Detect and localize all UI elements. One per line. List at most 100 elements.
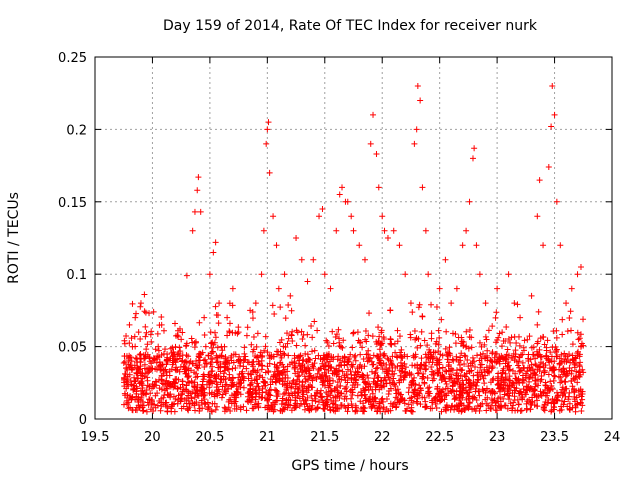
data-point [405, 401, 412, 408]
data-point [148, 338, 155, 345]
data-point [464, 357, 471, 364]
data-point [410, 354, 417, 361]
data-point [334, 405, 341, 412]
data-point [480, 350, 487, 357]
data-point [491, 397, 498, 404]
data-point [202, 356, 209, 363]
data-point [288, 332, 295, 339]
data-point [397, 372, 404, 379]
data-point [372, 395, 379, 402]
data-point [146, 310, 153, 317]
data-point [417, 362, 424, 369]
data-point [507, 339, 514, 346]
data-point [285, 352, 292, 359]
data-point [574, 379, 581, 386]
data-point [310, 256, 317, 263]
data-point [318, 371, 325, 378]
data-point [408, 371, 415, 378]
data-point [182, 358, 189, 365]
data-point [143, 346, 150, 353]
x-tick-label: 23 [489, 430, 506, 445]
data-point [370, 352, 377, 359]
data-point [214, 344, 221, 351]
data-point [199, 385, 206, 392]
data-point [548, 358, 555, 365]
data-point [170, 384, 177, 391]
data-point [304, 331, 311, 338]
data-point [571, 389, 578, 396]
data-point [414, 82, 421, 89]
data-point [339, 368, 346, 375]
data-point [369, 361, 376, 368]
data-point [327, 406, 334, 413]
data-point [397, 359, 404, 366]
data-point [227, 396, 234, 403]
data-point [333, 331, 340, 338]
data-point [252, 300, 259, 307]
data-point [256, 373, 263, 380]
data-point [231, 405, 238, 412]
data-point [212, 329, 219, 336]
data-point [532, 361, 539, 368]
data-point [317, 365, 324, 372]
data-point [481, 366, 488, 373]
data-point [248, 377, 255, 384]
data-point [541, 341, 548, 348]
data-point [494, 285, 501, 292]
data-point [169, 401, 176, 408]
data-point [212, 239, 219, 246]
data-point [467, 382, 474, 389]
data-point [344, 361, 351, 368]
data-point [434, 386, 441, 393]
data-point [132, 314, 139, 321]
data-point [137, 372, 144, 379]
data-point [218, 343, 225, 350]
data-point [430, 372, 437, 379]
data-point [153, 359, 160, 366]
data-point [185, 397, 192, 404]
data-point [171, 320, 178, 327]
data-point [361, 391, 368, 398]
data-point [390, 227, 397, 234]
data-point [452, 340, 459, 347]
data-point [177, 364, 184, 371]
data-point [446, 350, 453, 357]
data-point [191, 344, 198, 351]
data-point [550, 377, 557, 384]
data-point [411, 327, 418, 334]
data-point [545, 397, 552, 404]
data-point [375, 339, 382, 346]
data-point [526, 378, 533, 385]
data-point [493, 309, 500, 316]
data-point [143, 391, 150, 398]
data-point [540, 389, 547, 396]
data-point [505, 396, 512, 403]
data-point [536, 177, 543, 184]
data-point [160, 367, 167, 374]
data-point [538, 373, 545, 380]
data-point [377, 382, 384, 389]
data-point [367, 140, 374, 147]
data-point [392, 349, 399, 356]
data-point [138, 355, 145, 362]
data-point [380, 352, 387, 359]
data-point [161, 392, 168, 399]
data-point [277, 304, 284, 311]
data-point [184, 378, 191, 385]
data-point [474, 402, 481, 409]
data-point [336, 362, 343, 369]
data-point [503, 323, 510, 330]
data-point [245, 359, 252, 366]
x-tick-label: 22 [374, 430, 391, 445]
data-point [387, 357, 394, 364]
data-point [380, 381, 387, 388]
data-point [296, 372, 303, 379]
data-point [396, 242, 403, 249]
data-point [134, 365, 141, 372]
data-point [519, 372, 526, 379]
data-point [322, 366, 329, 373]
data-point [182, 386, 189, 393]
data-point [289, 337, 296, 344]
data-point [273, 242, 280, 249]
data-point [383, 405, 390, 412]
